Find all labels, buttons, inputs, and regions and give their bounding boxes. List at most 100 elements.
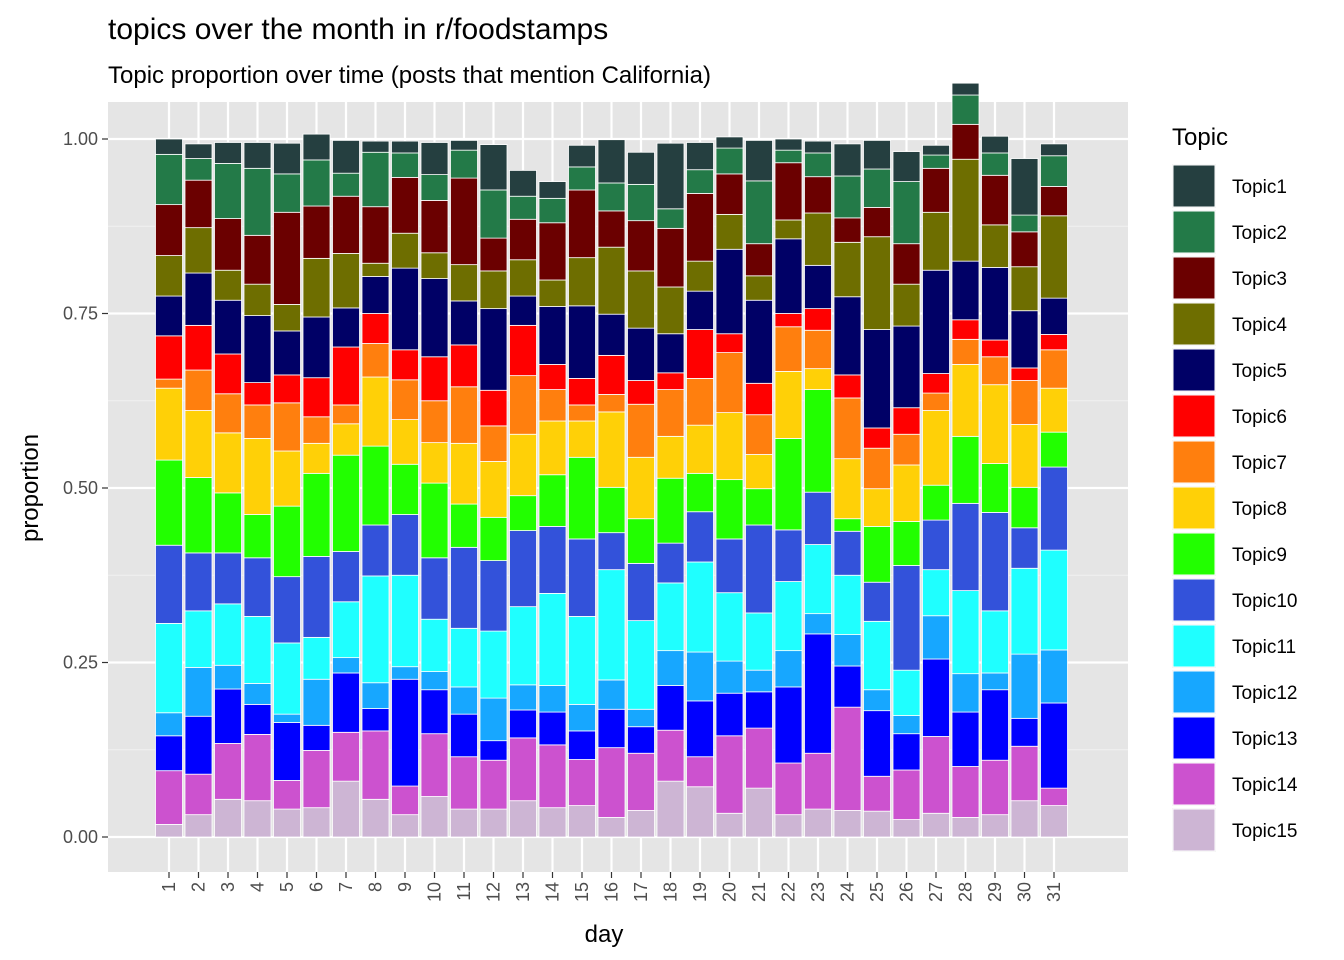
bar-segment-topic2-day-11 (450, 149, 478, 179)
bar-segment-topic5-day-30 (1010, 310, 1039, 369)
x-axis: 1 2 3 4 5 6 7 8 9 10 11 12 13 14 15 16 17 18 19 20 21 22 23 24 2… (159, 872, 1064, 902)
bar-segment-topic5-day-2 (184, 272, 213, 326)
bar-segment-topic6-day-20 (715, 333, 744, 353)
bar-segment-topic3-day-22 (774, 162, 803, 221)
bar-segment-topic2-day-10 (420, 174, 449, 201)
bar-segment-topic2-day-13 (509, 195, 537, 220)
bar-segment-topic5-day-21 (745, 299, 773, 384)
bar-segment-topic8-day-8 (361, 376, 390, 447)
bar-segment-topic11-day-28 (951, 590, 980, 675)
bar-segment-topic10-day-14 (538, 525, 567, 594)
legend-swatch-topic15 (1172, 808, 1216, 852)
bar-segment-topic6-day-3 (214, 353, 242, 395)
bar-segment-topic14-day-7 (332, 731, 360, 782)
bar-segment-topic4-day-4 (243, 283, 272, 316)
bar-segment-topic8-day-1 (155, 387, 183, 461)
bar-segment-topic3-day-21 (745, 243, 773, 277)
x-tick-label: 9 (395, 882, 415, 892)
bar-segment-topic1-day-20 (715, 136, 744, 149)
bar-segment-topic9-day-29 (981, 463, 1009, 513)
bar-segment-topic3-day-27 (922, 167, 950, 213)
bar-segment-topic9-day-6 (302, 472, 331, 557)
bar-segment-topic5-day-3 (214, 299, 242, 355)
bar-segment-topic5-day-10 (420, 278, 449, 358)
bar-segment-topic5-day-27 (922, 269, 950, 374)
bar-segment-topic6-day-18 (656, 372, 685, 390)
chart-subtitle: Topic proportion over time (posts that m… (108, 62, 711, 89)
bar-segment-topic1-day-11 (450, 139, 478, 151)
bar-segment-topic3-day-9 (391, 176, 419, 234)
bar-segment-topic7-day-23 (804, 329, 832, 370)
bar-segment-topic9-day-30 (1010, 486, 1039, 529)
bar-segment-topic15-day-19 (686, 786, 714, 838)
bar-segment-topic13-day-12 (479, 740, 508, 761)
bar-segment-topic9-day-17 (627, 518, 655, 564)
bar-segment-topic8-day-16 (597, 411, 626, 488)
bar-segment-topic10-day-25 (863, 581, 891, 622)
bar-segment-topic1-day-12 (479, 144, 508, 191)
legend-swatch-topic5 (1172, 348, 1216, 392)
bar-segment-topic15-day-24 (833, 810, 862, 838)
bar-segment-topic10-day-20 (715, 538, 744, 594)
bar-segment-topic15-day-28 (951, 817, 980, 838)
bar-segment-topic9-day-27 (922, 484, 950, 521)
bar-segment-topic12-day-5 (273, 713, 301, 723)
bar-segment-topic13-day-4 (243, 703, 272, 735)
bar-segment-topic4-day-18 (656, 286, 685, 335)
bar-segment-topic3-day-16 (597, 210, 626, 248)
bar-segment-topic3-day-1 (155, 204, 183, 256)
bar-segment-topic2-day-31 (1040, 155, 1068, 187)
bar-segment-topic15-day-20 (715, 812, 744, 838)
bar-segment-topic11-day-4 (243, 616, 272, 684)
bar-segment-topic3-day-12 (479, 237, 508, 272)
bar-segment-topic4-day-26 (892, 283, 921, 327)
legend-label-topic5: Topic5 (1232, 361, 1287, 382)
bar-segment-topic5-day-25 (863, 329, 891, 429)
bar-segment-topic10-day-24 (833, 530, 862, 576)
bar-segment-topic11-day-27 (922, 569, 950, 617)
bar-segment-topic13-day-9 (391, 678, 419, 787)
bar-segment-topic10-day-9 (391, 514, 419, 576)
bar-segment-topic9-day-13 (509, 495, 537, 531)
x-tick-label: 18 (661, 882, 681, 902)
bar-segment-topic12-day-25 (863, 689, 891, 712)
bar-segment-topic2-day-2 (184, 158, 213, 181)
bar-segment-topic11-day-13 (509, 606, 537, 686)
bar-segment-topic15-day-17 (627, 810, 655, 838)
bar-segment-topic11-day-19 (686, 561, 714, 653)
bar-segment-topic12-day-21 (745, 669, 773, 693)
bar-segment-topic7-day-18 (656, 389, 685, 437)
bar-segment-topic7-day-21 (745, 414, 773, 455)
bar-segment-topic13-day-10 (420, 689, 449, 735)
bar-segment-topic13-day-7 (332, 672, 360, 733)
bar-segment-topic6-day-31 (1040, 334, 1068, 351)
bar-segment-topic11-day-20 (715, 592, 744, 662)
bar-segment-topic1-day-5 (273, 142, 301, 175)
bar-segment-topic5-day-4 (243, 315, 272, 384)
x-tick-label: 7 (336, 882, 356, 892)
bar-segment-topic4-day-29 (981, 224, 1009, 268)
bar-segment-topic12-day-2 (184, 666, 213, 717)
bar-segment-topic2-day-26 (892, 181, 921, 245)
legend-swatch-topic10 (1172, 578, 1216, 622)
bar-segment-topic9-day-16 (597, 486, 626, 534)
bar-segment-topic1-day-16 (597, 139, 626, 184)
x-tick-label: 6 (307, 882, 327, 892)
bar-segment-topic15-day-14 (538, 807, 567, 838)
bar-segment-topic14-day-17 (627, 752, 655, 811)
bar-segment-topic12-day-12 (479, 697, 508, 742)
legend-label-topic4: Topic4 (1232, 315, 1287, 336)
bar-segment-topic11-day-5 (273, 642, 301, 715)
bar-segment-topic7-day-2 (184, 369, 213, 411)
bar-segment-topic1-day-23 (804, 140, 832, 154)
bar-segment-topic15-day-7 (332, 780, 360, 838)
bar-segment-topic1-day-14 (538, 181, 567, 199)
bar-segment-topic9-day-2 (184, 477, 213, 554)
legend-swatch-topic3 (1172, 256, 1216, 300)
bar-segment-topic14-day-30 (1010, 745, 1039, 802)
bar-segment-topic14-day-9 (391, 785, 419, 816)
bar-segment-topic6-day-21 (745, 382, 773, 416)
bar-segment-topic7-day-30 (1010, 380, 1039, 425)
bar-segment-topic11-day-11 (450, 627, 478, 688)
bar-segment-topic13-day-19 (686, 700, 714, 758)
